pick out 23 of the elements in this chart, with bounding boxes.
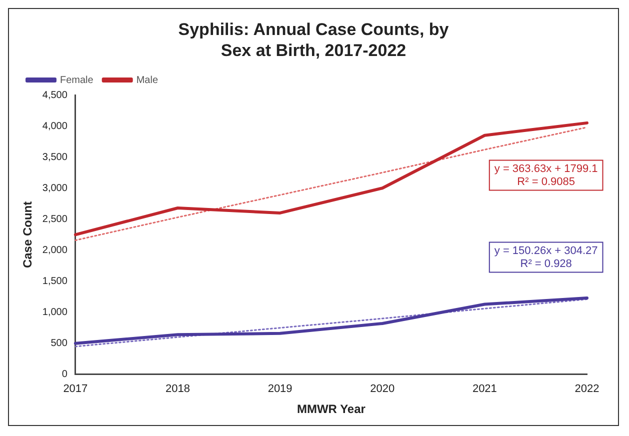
x-tick-label: 2018 xyxy=(165,383,190,396)
y-tick-label: 2,000 xyxy=(42,244,68,256)
y-tick-label: 1,000 xyxy=(42,307,68,318)
x-axis-title: MMWR Year xyxy=(296,402,366,416)
chart-title: Syphilis: Annual Case Counts, by Sex at Birth, 2017-2022 xyxy=(177,19,450,61)
legend-label: Female xyxy=(60,74,94,86)
x-tick-label: 2020 xyxy=(370,383,395,396)
y-tick-label: 4,500 xyxy=(42,90,68,101)
y-tick-label: 0 xyxy=(62,369,68,380)
y-tick-label: 500 xyxy=(50,338,68,350)
x-tick-label: 2019 xyxy=(268,383,292,396)
annotation: y = 363.63x + 1799.1 R² = 0.9085 xyxy=(494,162,598,188)
legend-label: Male xyxy=(136,74,158,86)
x-tick-label: 2017 xyxy=(63,383,88,396)
y-tick-label: 1,500 xyxy=(42,276,68,288)
y-tick-label: 3,500 xyxy=(42,152,68,163)
x-tick-label: 2022 xyxy=(574,383,600,396)
y-tick-label: 2,500 xyxy=(42,214,68,225)
x-tick-label: 2021 xyxy=(472,383,497,396)
y-tick-label: 4,000 xyxy=(42,120,68,132)
y-axis-title: Case Count xyxy=(20,201,35,268)
annotation: y = 150.26x + 304.27 R² = 0.928 xyxy=(494,244,598,270)
y-tick-label: 3,000 xyxy=(42,182,68,194)
